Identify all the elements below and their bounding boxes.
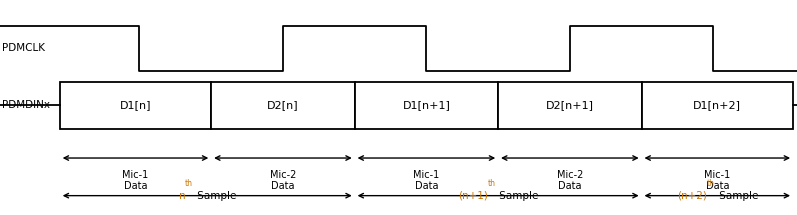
Text: D2[n+1]: D2[n+1] bbox=[546, 100, 594, 110]
Text: Mic-1
Data: Mic-1 Data bbox=[123, 170, 148, 191]
Text: n: n bbox=[179, 191, 186, 201]
Bar bbox=[498, 82, 642, 129]
Text: th: th bbox=[185, 179, 193, 188]
Text: th: th bbox=[488, 179, 496, 188]
Text: D1[n+2]: D1[n+2] bbox=[693, 100, 741, 110]
Bar bbox=[355, 82, 498, 129]
Text: (n+1): (n+1) bbox=[458, 191, 488, 201]
Bar bbox=[642, 82, 793, 129]
Text: Sample: Sample bbox=[497, 191, 539, 201]
Text: D2[n]: D2[n] bbox=[267, 100, 299, 110]
Text: Mic-1
Data: Mic-1 Data bbox=[414, 170, 439, 191]
Text: D1[n]: D1[n] bbox=[120, 100, 151, 110]
Text: (n+2): (n+2) bbox=[677, 191, 707, 201]
Text: PDMCLK: PDMCLK bbox=[2, 43, 45, 53]
Text: D1[n+1]: D1[n+1] bbox=[402, 100, 450, 110]
Text: Mic-2
Data: Mic-2 Data bbox=[556, 170, 583, 191]
Bar bbox=[60, 82, 211, 129]
Bar bbox=[211, 82, 355, 129]
Text: Mic-1
Data: Mic-1 Data bbox=[705, 170, 730, 191]
Text: Sample: Sample bbox=[194, 191, 236, 201]
Text: Mic-2
Data: Mic-2 Data bbox=[269, 170, 296, 191]
Text: PDMDINx: PDMDINx bbox=[2, 100, 50, 110]
Text: Sample: Sample bbox=[716, 191, 758, 201]
Text: th: th bbox=[707, 179, 715, 188]
